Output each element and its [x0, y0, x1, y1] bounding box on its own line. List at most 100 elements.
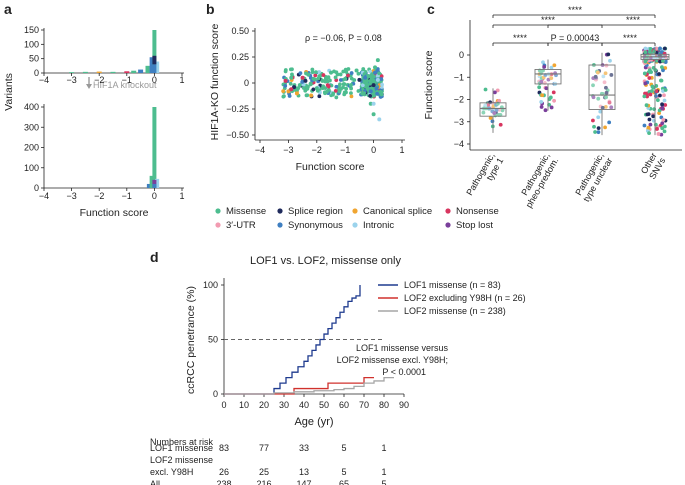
c-point	[497, 98, 502, 103]
c-point	[648, 122, 653, 127]
c-point	[644, 103, 649, 108]
b-ytick-label: −0.25	[226, 104, 249, 114]
b-point	[378, 89, 383, 94]
a-top-ytick-label: 150	[24, 25, 39, 35]
panel-d-label: d	[150, 249, 159, 265]
risk-cell: 5	[341, 467, 346, 477]
b-point	[375, 91, 380, 96]
b-point	[313, 73, 318, 78]
b-point	[371, 83, 376, 88]
b-point	[349, 94, 354, 99]
c-point	[608, 58, 612, 63]
c-sig-label: ****	[626, 15, 641, 25]
b-xtick-label: −2	[312, 145, 322, 155]
b-point	[331, 91, 336, 96]
c-ytick-label: −4	[454, 139, 464, 149]
panel-c-ylabel: Function score	[423, 50, 435, 119]
b-point	[313, 70, 318, 75]
legend-missense-label: Missense	[226, 206, 266, 217]
panel-d-annotation-line2: LOF2 missense excl. Y98H;	[337, 355, 448, 365]
panel-b-xlabel: Function score	[296, 161, 365, 173]
b-point	[368, 93, 373, 98]
b-point	[310, 67, 315, 72]
a-bottom-ytick-label: 0	[34, 183, 39, 193]
b-point	[365, 86, 370, 91]
a-bottom-xtick-label: −2	[94, 191, 104, 201]
c-point	[537, 85, 542, 90]
b-point	[363, 75, 368, 80]
a-top-ytick-label: 50	[29, 54, 39, 64]
d-ytick-label: 50	[208, 335, 218, 345]
b-point	[343, 76, 348, 81]
panel-c-label: c	[427, 1, 435, 17]
a-top-xtick-label: −1	[122, 75, 132, 85]
panel-c: Function score 0 −1 −2 −3 −4 **** **** **** ***…	[423, 5, 682, 210]
b-point	[321, 73, 326, 77]
c-point	[539, 105, 544, 109]
legend-stop_lost-label: Stop lost	[456, 220, 493, 231]
c-point	[593, 130, 597, 134]
panel-b-label: b	[206, 1, 215, 17]
c-point	[552, 98, 556, 103]
b-point	[369, 73, 373, 78]
b-xtick-label: 1	[399, 145, 404, 155]
b-point	[377, 117, 382, 122]
b-point	[288, 81, 293, 86]
hif1a-annotation: HIF1A knockout	[93, 80, 157, 90]
risk-cell: 147	[296, 479, 311, 485]
risk-cell: 238	[216, 479, 231, 485]
panel-a-xlabel: Function score	[80, 207, 149, 219]
c-point	[598, 109, 603, 114]
a-top-bar	[145, 65, 150, 73]
c-point	[655, 127, 659, 131]
c-ytick-label: −3	[454, 117, 464, 127]
a-top-xtick-label: −2	[94, 75, 104, 85]
b-point	[341, 82, 346, 86]
b-point	[300, 75, 305, 80]
b-point	[283, 83, 288, 88]
b-point	[371, 112, 376, 117]
risk-cell: 25	[259, 467, 269, 477]
c-point	[645, 94, 650, 99]
c-point	[596, 115, 601, 120]
c-point	[591, 95, 596, 100]
a-bottom-ytick-label: 400	[24, 102, 39, 112]
risk-row-label: LOF1 missense	[150, 443, 213, 453]
risk-cell: 77	[259, 443, 269, 453]
c-point	[602, 80, 607, 85]
b-point	[334, 95, 339, 100]
a-top-ytick-label: 100	[24, 39, 39, 49]
c-point	[593, 74, 598, 79]
c-point	[643, 81, 648, 86]
c-point	[663, 103, 668, 107]
b-point	[379, 74, 384, 79]
b-point	[320, 78, 325, 83]
a-bottom-bar	[149, 175, 154, 188]
a-bottom-xtick-label: −1	[122, 191, 132, 201]
b-point	[379, 77, 384, 81]
b-point	[305, 93, 310, 98]
c-point	[642, 71, 647, 76]
c-point	[642, 123, 647, 128]
b-point	[349, 91, 353, 96]
b-point	[323, 91, 327, 96]
c-point	[662, 46, 667, 51]
b-point	[357, 77, 362, 82]
c-point	[643, 50, 648, 55]
risk-cell: 5	[381, 479, 386, 485]
c-category-label: Pathogenic,type unclear	[573, 151, 614, 203]
legend-lof1-label: LOF1 missense (n = 83)	[404, 280, 501, 290]
panel-b-ylabel: HIF1A-KO function score	[209, 23, 221, 140]
b-point	[296, 86, 301, 91]
b-xtick-label: −1	[340, 145, 350, 155]
c-point	[483, 103, 488, 108]
c-point	[662, 98, 667, 103]
d-xtick-label: 10	[239, 400, 249, 410]
c-point	[648, 47, 653, 51]
c-point	[552, 63, 557, 68]
c-point	[662, 129, 667, 134]
a-top-bar	[124, 71, 130, 73]
c-point	[549, 105, 554, 110]
b-point	[308, 81, 313, 86]
